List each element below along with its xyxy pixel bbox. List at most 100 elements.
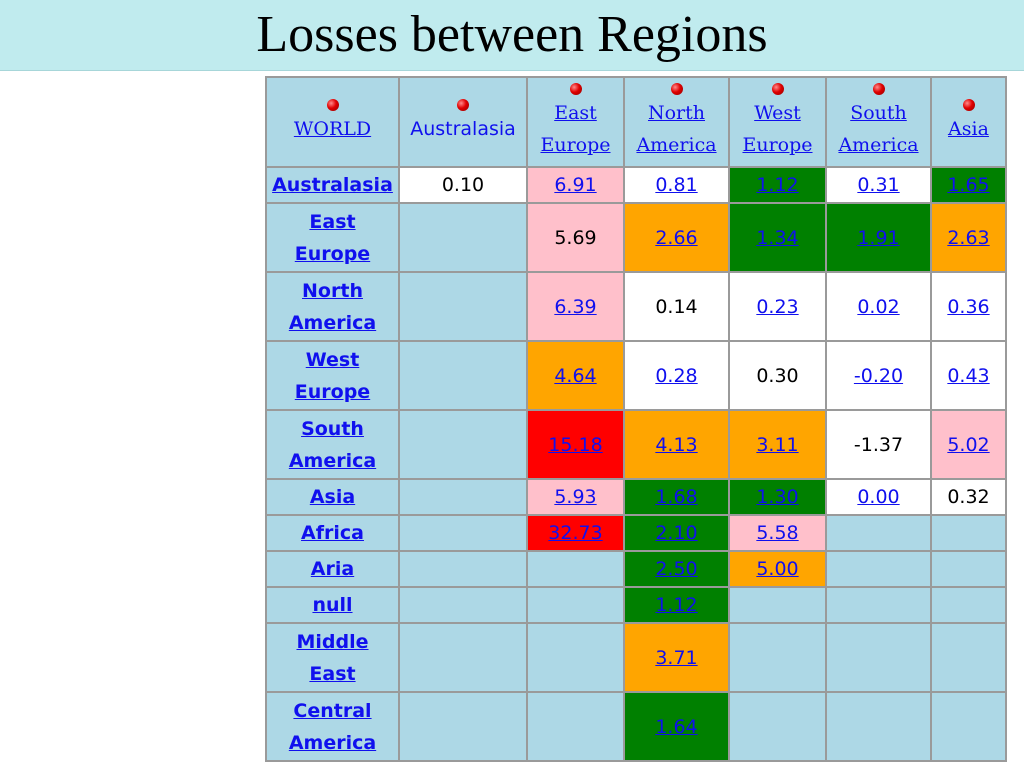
value-cell[interactable]: 0.81: [625, 168, 728, 202]
value-cell[interactable]: 2.50: [625, 552, 728, 586]
value-link[interactable]: 0.02: [857, 295, 900, 318]
value-cell[interactable]: 0.00: [827, 480, 930, 514]
value-link[interactable]: 3.11: [756, 433, 799, 456]
value-link[interactable]: 0.81: [655, 174, 698, 196]
column-header-east-europe[interactable]: East Europe: [528, 78, 623, 166]
value-link[interactable]: 1.65: [947, 174, 990, 196]
row-header-link[interactable]: null: [312, 594, 353, 616]
value-cell[interactable]: 5.93: [528, 480, 623, 514]
column-header-label[interactable]: South America: [838, 102, 919, 156]
value-cell[interactable]: 6.91: [528, 168, 623, 202]
value-cell[interactable]: 4.13: [625, 411, 728, 478]
value-cell[interactable]: 5.58: [730, 516, 825, 550]
value-cell[interactable]: 32.73: [528, 516, 623, 550]
value-link[interactable]: 0.23: [756, 295, 799, 318]
row-header-aria[interactable]: Aria: [267, 552, 398, 586]
column-header-north-america[interactable]: North America: [625, 78, 728, 166]
value-cell[interactable]: 2.10: [625, 516, 728, 550]
row-header-link[interactable]: North America: [288, 279, 377, 334]
world-link[interactable]: WORLD: [293, 118, 372, 140]
column-header-label[interactable]: Asia: [948, 118, 989, 140]
value-link[interactable]: 0.31: [857, 174, 900, 196]
value-cell[interactable]: 1.65: [932, 168, 1005, 202]
value-link[interactable]: 5.02: [947, 433, 990, 456]
value-cell[interactable]: 1.34: [730, 204, 825, 271]
column-header-south-america[interactable]: South America: [827, 78, 930, 166]
value-link[interactable]: 2.63: [947, 226, 990, 249]
row-header-east-europe[interactable]: East Europe: [267, 204, 398, 271]
value-link[interactable]: 5.58: [756, 522, 799, 544]
value-cell[interactable]: 1.30: [730, 480, 825, 514]
row-header-asia[interactable]: Asia: [267, 480, 398, 514]
value-link[interactable]: 0.28: [655, 364, 698, 387]
value-cell[interactable]: 5.00: [730, 552, 825, 586]
row-header-link[interactable]: Central America: [288, 699, 377, 754]
column-header-label[interactable]: North America: [636, 102, 717, 156]
value-link[interactable]: 4.13: [655, 433, 698, 456]
value-cell[interactable]: 1.68: [625, 480, 728, 514]
value-link[interactable]: 1.91: [857, 226, 900, 249]
value-link[interactable]: 2.66: [655, 226, 698, 249]
value-link[interactable]: 1.68: [655, 486, 698, 508]
row-header-west-europe[interactable]: West Europe: [267, 342, 398, 409]
value-link[interactable]: 32.73: [548, 522, 603, 544]
value-link[interactable]: 1.34: [756, 226, 799, 249]
value-cell[interactable]: 2.66: [625, 204, 728, 271]
value-link[interactable]: 0.36: [947, 295, 990, 318]
value-cell[interactable]: 1.12: [625, 588, 728, 622]
red-dot-icon[interactable]: [771, 83, 784, 95]
value-link[interactable]: 1.64: [655, 715, 698, 738]
red-dot-icon[interactable]: [670, 83, 683, 95]
value-cell[interactable]: 1.64: [625, 693, 728, 760]
value-link[interactable]: 2.10: [655, 522, 698, 544]
value-link[interactable]: 4.64: [554, 364, 597, 387]
row-header-link[interactable]: East Europe: [294, 210, 371, 265]
row-header-link[interactable]: Middle East: [296, 630, 369, 685]
value-cell[interactable]: 5.02: [932, 411, 1005, 478]
value-link[interactable]: 5.93: [554, 486, 597, 508]
column-header-australasia[interactable]: Australasia: [400, 78, 526, 166]
value-link[interactable]: 5.00: [756, 558, 799, 580]
value-cell[interactable]: 2.63: [932, 204, 1005, 271]
value-link[interactable]: -0.20: [853, 364, 904, 387]
row-header-null[interactable]: null: [267, 588, 398, 622]
value-cell[interactable]: 0.36: [932, 273, 1005, 340]
row-header-link[interactable]: Aria: [310, 558, 355, 580]
red-dot-icon[interactable]: [872, 83, 885, 95]
value-cell[interactable]: 3.71: [625, 624, 728, 691]
value-cell[interactable]: -0.20: [827, 342, 930, 409]
column-header-asia[interactable]: Asia: [932, 78, 1005, 166]
value-link[interactable]: 3.71: [655, 646, 698, 669]
value-link[interactable]: 0.00: [857, 486, 900, 508]
row-header-australasia[interactable]: Australasia: [267, 168, 398, 202]
value-cell[interactable]: 0.23: [730, 273, 825, 340]
value-link[interactable]: 15.18: [548, 433, 603, 456]
red-dot-icon[interactable]: [962, 99, 975, 111]
row-header-north-america[interactable]: North America: [267, 273, 398, 340]
value-cell[interactable]: 1.91: [827, 204, 930, 271]
red-dot-icon[interactable]: [457, 99, 469, 111]
row-header-link[interactable]: South America: [288, 417, 377, 472]
red-dot-icon[interactable]: [569, 83, 582, 95]
value-cell[interactable]: 15.18: [528, 411, 623, 478]
value-cell[interactable]: 1.12: [730, 168, 825, 202]
value-link[interactable]: 1.12: [756, 174, 799, 196]
value-cell[interactable]: 6.39: [528, 273, 623, 340]
row-header-south-america[interactable]: South America: [267, 411, 398, 478]
value-cell[interactable]: 0.02: [827, 273, 930, 340]
row-header-central-america[interactable]: Central America: [267, 693, 398, 760]
value-cell[interactable]: 0.28: [625, 342, 728, 409]
column-header-west-europe[interactable]: West Europe: [730, 78, 825, 166]
value-cell[interactable]: 3.11: [730, 411, 825, 478]
row-header-africa[interactable]: Africa: [267, 516, 398, 550]
value-link[interactable]: 0.43: [947, 364, 990, 387]
row-header-link[interactable]: Africa: [301, 522, 364, 544]
row-header-link[interactable]: Australasia: [272, 174, 393, 196]
value-link[interactable]: 6.39: [554, 295, 597, 318]
row-header-link[interactable]: Asia: [309, 486, 356, 508]
value-cell[interactable]: 0.43: [932, 342, 1005, 409]
value-cell[interactable]: 0.31: [827, 168, 930, 202]
value-cell[interactable]: 4.64: [528, 342, 623, 409]
value-link[interactable]: 1.30: [756, 486, 799, 508]
header-corner-world[interactable]: WORLD: [267, 78, 398, 166]
